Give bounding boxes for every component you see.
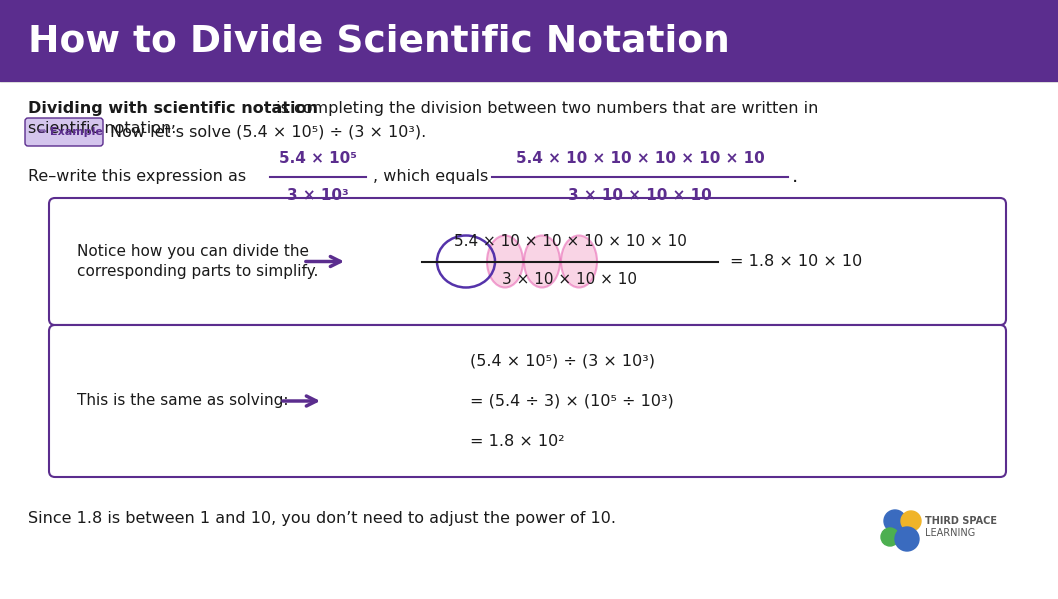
Text: Example: Example bbox=[50, 127, 103, 137]
Text: Notice how you can divide the: Notice how you can divide the bbox=[77, 244, 309, 259]
Text: 5.4 × 10⁵: 5.4 × 10⁵ bbox=[279, 151, 357, 166]
Text: (5.4 × 10⁵) ÷ (3 × 10³): (5.4 × 10⁵) ÷ (3 × 10³) bbox=[470, 353, 655, 368]
Text: 5.4 × 10 × 10 × 10 × 10 × 10: 5.4 × 10 × 10 × 10 × 10 × 10 bbox=[515, 151, 764, 166]
Text: scientific notation.: scientific notation. bbox=[28, 121, 177, 136]
FancyBboxPatch shape bbox=[0, 0, 1058, 82]
Text: THIRD SPACE: THIRD SPACE bbox=[925, 516, 997, 526]
FancyBboxPatch shape bbox=[49, 325, 1006, 477]
Text: = 1.8 × 10²: = 1.8 × 10² bbox=[470, 434, 565, 449]
Circle shape bbox=[881, 528, 899, 546]
Text: .: . bbox=[792, 168, 798, 186]
Circle shape bbox=[884, 510, 906, 532]
Text: Dividing with scientific notation: Dividing with scientific notation bbox=[28, 101, 318, 116]
Text: 3 × 10 × 10 × 10: 3 × 10 × 10 × 10 bbox=[503, 271, 638, 286]
Text: 3 × 10 × 10 × 10: 3 × 10 × 10 × 10 bbox=[568, 188, 712, 203]
Text: LEARNING: LEARNING bbox=[925, 528, 975, 538]
Ellipse shape bbox=[561, 235, 597, 288]
Circle shape bbox=[895, 527, 919, 551]
Text: corresponding parts to simplify.: corresponding parts to simplify. bbox=[77, 264, 318, 279]
Circle shape bbox=[901, 511, 922, 531]
Text: How to Divide Scientific Notation: How to Divide Scientific Notation bbox=[28, 23, 730, 59]
FancyBboxPatch shape bbox=[25, 118, 103, 146]
Text: 5.4 × 10 × 10 × 10 × 10 × 10: 5.4 × 10 × 10 × 10 × 10 × 10 bbox=[454, 234, 687, 250]
Text: This is the same as solving:: This is the same as solving: bbox=[77, 394, 289, 409]
Text: 3 × 10³: 3 × 10³ bbox=[287, 188, 349, 203]
Text: is completing the division between two numbers that are written in: is completing the division between two n… bbox=[271, 101, 819, 116]
Ellipse shape bbox=[487, 235, 523, 288]
Text: = (5.4 ÷ 3) × (10⁵ ÷ 10³): = (5.4 ÷ 3) × (10⁵ ÷ 10³) bbox=[470, 394, 674, 409]
Text: ✏: ✏ bbox=[38, 127, 48, 137]
Text: , which equals: , which equals bbox=[373, 170, 488, 184]
Text: = 1.8 × 10 × 10: = 1.8 × 10 × 10 bbox=[730, 254, 862, 269]
Text: Re–write this expression as: Re–write this expression as bbox=[28, 170, 247, 184]
Ellipse shape bbox=[524, 235, 560, 288]
Text: Since 1.8 is between 1 and 10, you don’t need to adjust the power of 10.: Since 1.8 is between 1 and 10, you don’t… bbox=[28, 512, 616, 527]
FancyBboxPatch shape bbox=[49, 198, 1006, 325]
Text: Now let’s solve (5.4 × 10⁵) ÷ (3 × 10³).: Now let’s solve (5.4 × 10⁵) ÷ (3 × 10³). bbox=[110, 125, 426, 140]
